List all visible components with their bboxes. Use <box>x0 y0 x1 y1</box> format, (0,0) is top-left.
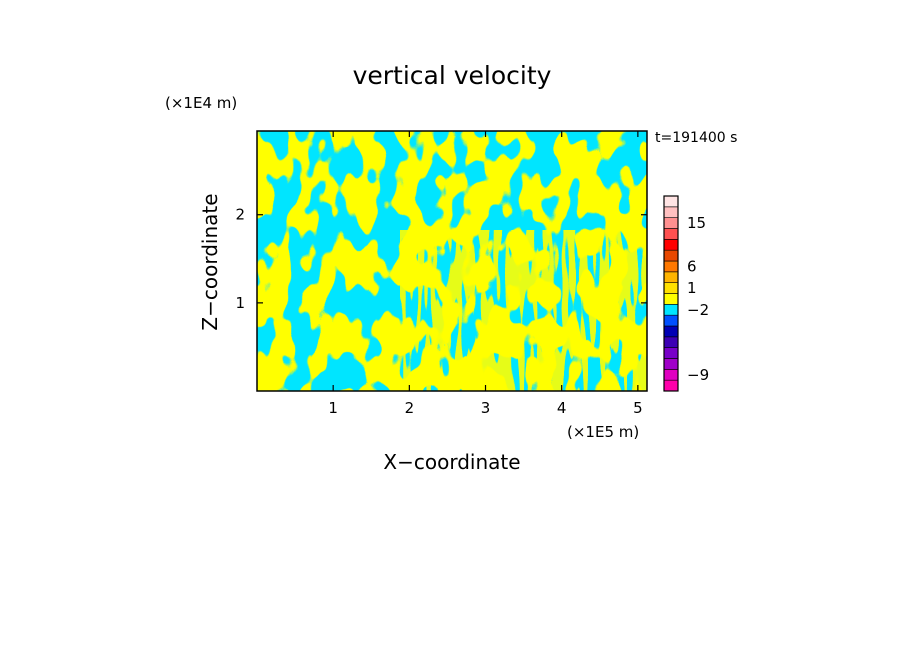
colorbar-swatch <box>663 282 679 294</box>
colorbar-labels: 15 6 1 −2 −9 <box>687 214 709 384</box>
x-tick-label: 5 <box>633 399 643 417</box>
colorbar-swatch <box>663 249 679 262</box>
colorbar-swatch <box>663 195 679 208</box>
colorbar-swatch <box>663 293 679 305</box>
x-axis-label: X−coordinate <box>383 450 520 474</box>
colorbar-swatch <box>663 271 679 283</box>
colorbar-label: 15 <box>687 214 706 232</box>
x-tick-label: 4 <box>557 399 567 417</box>
colorbar-swatch <box>663 347 679 359</box>
colorbar-swatch <box>663 228 679 240</box>
y-axis-label: Z−coordinate <box>198 193 222 330</box>
y-axis-ticks: 12 <box>235 206 647 312</box>
colorbar-swatch <box>663 379 679 392</box>
colorbar-label: 6 <box>687 257 697 275</box>
y-unit-label: (×1E4 m) <box>165 94 237 112</box>
colorbar-label: 1 <box>687 279 697 297</box>
colorbar-swatch <box>663 239 679 251</box>
chart-title: vertical velocity <box>353 61 552 90</box>
colorbar-swatch <box>663 325 679 338</box>
colorbar-swatch <box>663 358 679 370</box>
colorbar-label: −9 <box>687 366 709 384</box>
x-axis-ticks: 1 2 3 4 5 <box>328 131 643 417</box>
plot-frame <box>256 130 648 392</box>
x-tick-label: 1 <box>328 399 338 417</box>
x-unit-label: (×1E5 m) <box>567 423 639 441</box>
time-label: t=191400 s <box>655 130 737 146</box>
x-tick-label: 2 <box>405 399 415 417</box>
y-tick-label: 1 <box>235 294 245 312</box>
colorbar-swatch <box>663 336 679 348</box>
x-tick-label: 3 <box>481 399 491 417</box>
colorbar-swatch <box>663 217 679 229</box>
colorbar-swatch <box>663 260 679 273</box>
y-tick-label: 2 <box>235 206 245 224</box>
colorbar-swatch <box>663 369 679 381</box>
contour-field <box>257 131 647 391</box>
colorbar-swatch <box>663 304 679 316</box>
colorbar-frame <box>663 195 679 392</box>
colorbar-swatch <box>663 314 679 327</box>
colorbar <box>663 195 679 392</box>
field-stripe-pattern <box>400 230 647 391</box>
colorbar-swatch <box>663 206 679 218</box>
colorbar-label: −2 <box>687 301 709 319</box>
